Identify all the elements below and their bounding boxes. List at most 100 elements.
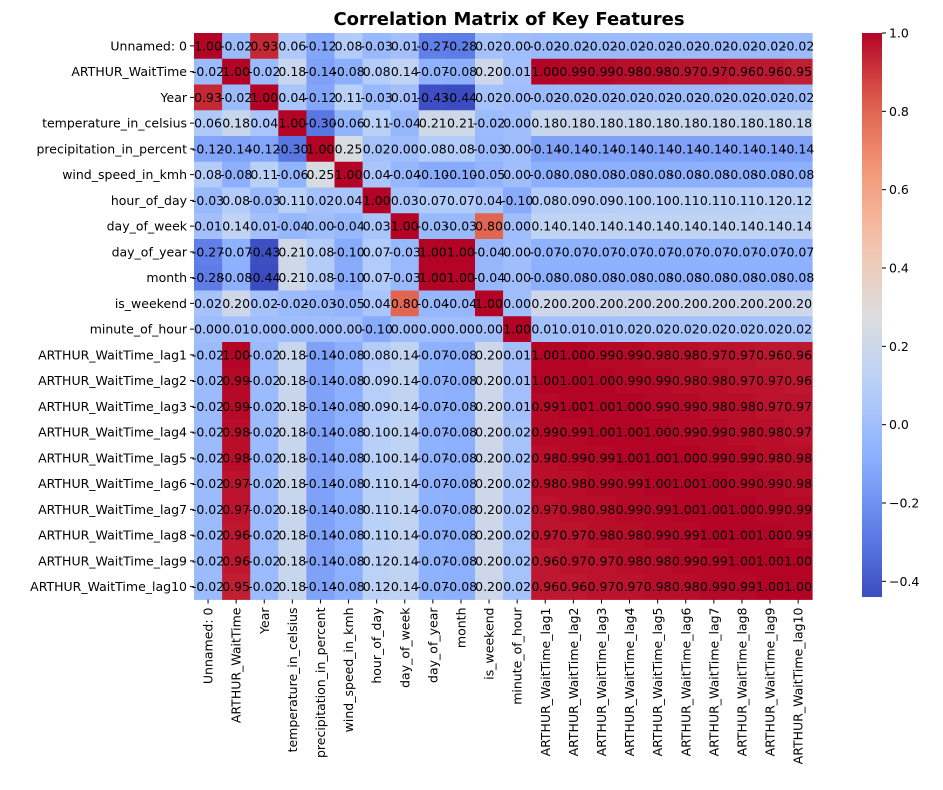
heatmap-cell xyxy=(250,136,279,163)
cell-value-label: -0.06 xyxy=(332,116,364,131)
cell-value-label: 0.98 xyxy=(531,450,559,465)
heatmap-cell xyxy=(418,496,448,523)
heatmap-cell xyxy=(418,239,448,266)
heatmap-cell xyxy=(475,393,504,420)
heatmap-cell xyxy=(587,548,616,575)
y-tick-label: month xyxy=(146,270,187,285)
heatmap-cell xyxy=(362,239,392,266)
cell-value-label: -0.02 xyxy=(192,64,224,79)
heatmap-cell xyxy=(306,367,335,394)
cell-value-label: 0.97 xyxy=(756,399,784,414)
cell-value-label: 0.14 xyxy=(391,579,419,594)
heatmap-cell xyxy=(587,239,616,266)
heatmap-cell xyxy=(475,470,504,497)
heatmap-cell xyxy=(615,239,644,266)
heatmap-cell xyxy=(615,161,644,188)
cell-value-label: 0.97 xyxy=(672,64,700,79)
heatmap-cell xyxy=(531,393,560,420)
y-tick-label: ARTHUR_WaitTime_lag9 xyxy=(38,553,187,568)
cell-value-label: 0.20 xyxy=(475,64,503,79)
heatmap-cell xyxy=(475,33,504,60)
heatmap-cell xyxy=(222,187,251,214)
heatmap-cell xyxy=(587,213,616,240)
cell-value-label: -0.08 xyxy=(445,502,477,517)
heatmap-cell xyxy=(531,84,560,111)
heatmap-cell xyxy=(278,213,307,240)
cell-value-label: 0.14 xyxy=(559,219,587,234)
cell-value-label: -0.07 xyxy=(417,579,449,594)
heatmap-cell xyxy=(559,239,588,266)
cell-value-label: 0.14 xyxy=(222,219,250,234)
cell-value-label: 1.00 xyxy=(672,502,700,517)
cell-value-label: -0.08 xyxy=(782,167,814,182)
heatmap-cell xyxy=(699,445,729,472)
cell-value-label: -0.08 xyxy=(445,399,477,414)
cell-value-label: 0.97 xyxy=(728,347,756,362)
cell-value-label: -0.02 xyxy=(192,579,224,594)
cell-value-label: 0.21 xyxy=(419,116,447,131)
heatmap-cell xyxy=(756,445,785,472)
cell-value-label: -0.08 xyxy=(445,64,477,79)
heatmap-cell xyxy=(503,548,532,575)
heatmap-cell xyxy=(334,445,363,472)
heatmap-cell xyxy=(475,239,504,266)
heatmap-cell xyxy=(671,367,701,394)
heatmap-cell xyxy=(446,573,476,600)
cell-value-label: 0.20 xyxy=(700,296,728,311)
cell-value-label: -0.07 xyxy=(641,244,673,259)
cell-value-label: 1.00 xyxy=(447,270,475,285)
heatmap-cell xyxy=(334,367,363,394)
heatmap-cell xyxy=(531,110,560,137)
cell-value-label: 0.00 xyxy=(391,322,419,337)
heatmap-cell xyxy=(250,316,279,343)
cell-value-label: 0.97 xyxy=(559,553,587,568)
heatmap-cell xyxy=(587,393,616,420)
heatmap-cell xyxy=(194,58,223,85)
cell-value-label: 0.08 xyxy=(447,141,475,156)
heatmap-cell xyxy=(222,445,251,472)
x-tick-label: ARTHUR_WaitTime_lag5 xyxy=(650,608,665,757)
cell-value-label: -0.12 xyxy=(304,90,336,105)
x-axis-tick-labels: Unnamed: 0 ARTHUR_WaitTime Year temperature… xyxy=(201,599,806,764)
cell-value-label: 1.00 xyxy=(447,244,475,259)
heatmap-cell xyxy=(756,110,785,137)
cell-value-label: 0.18 xyxy=(278,347,306,362)
cell-value-label: 0.97 xyxy=(784,425,812,440)
x-tick-label: hour_of_day xyxy=(369,607,384,684)
cell-value-label: -0.14 xyxy=(557,141,589,156)
cell-value-label: 0.20 xyxy=(475,450,503,465)
heatmap-cell xyxy=(306,419,335,446)
heatmap-cell xyxy=(727,393,757,420)
heatmap-cell xyxy=(559,161,588,188)
heatmap-cell xyxy=(559,548,588,575)
cell-value-label: -0.07 xyxy=(417,425,449,440)
cell-value-label: 0.11 xyxy=(278,193,306,208)
heatmap-cell xyxy=(671,239,701,266)
heatmap-cell xyxy=(756,239,785,266)
y-tick-label: day_of_week xyxy=(107,219,188,234)
heatmap-cell xyxy=(222,548,251,575)
cell-value-label: 0.00 xyxy=(307,322,335,337)
cell-value-label: -0.02 xyxy=(248,476,280,491)
cell-value-label: -0.02 xyxy=(585,90,617,105)
cell-value-label: -0.02 xyxy=(726,90,758,105)
cell-value-label: 0.25 xyxy=(335,141,363,156)
heatmap-cell xyxy=(418,213,448,240)
cell-value-label: -0.07 xyxy=(557,244,589,259)
heatmap-cell xyxy=(362,445,392,472)
heatmap-cell xyxy=(446,213,476,240)
cell-value-label: -0.08 xyxy=(445,450,477,465)
heatmap-cell xyxy=(531,342,560,369)
cell-value-label: 0.02 xyxy=(503,553,531,568)
heatmap-cell xyxy=(784,239,813,266)
heatmap-cell xyxy=(531,58,560,85)
heatmap-cell xyxy=(390,58,420,85)
heatmap-cell xyxy=(615,342,644,369)
cell-value-label: -0.08 xyxy=(332,399,364,414)
heatmap-cell xyxy=(587,470,616,497)
heatmap-cell xyxy=(250,264,279,291)
cell-value-label: -0.43 xyxy=(248,244,280,259)
cell-value-label: 0.98 xyxy=(559,502,587,517)
cell-value-label: 0.11 xyxy=(700,193,728,208)
cell-value-label: 1.00 xyxy=(531,373,559,388)
